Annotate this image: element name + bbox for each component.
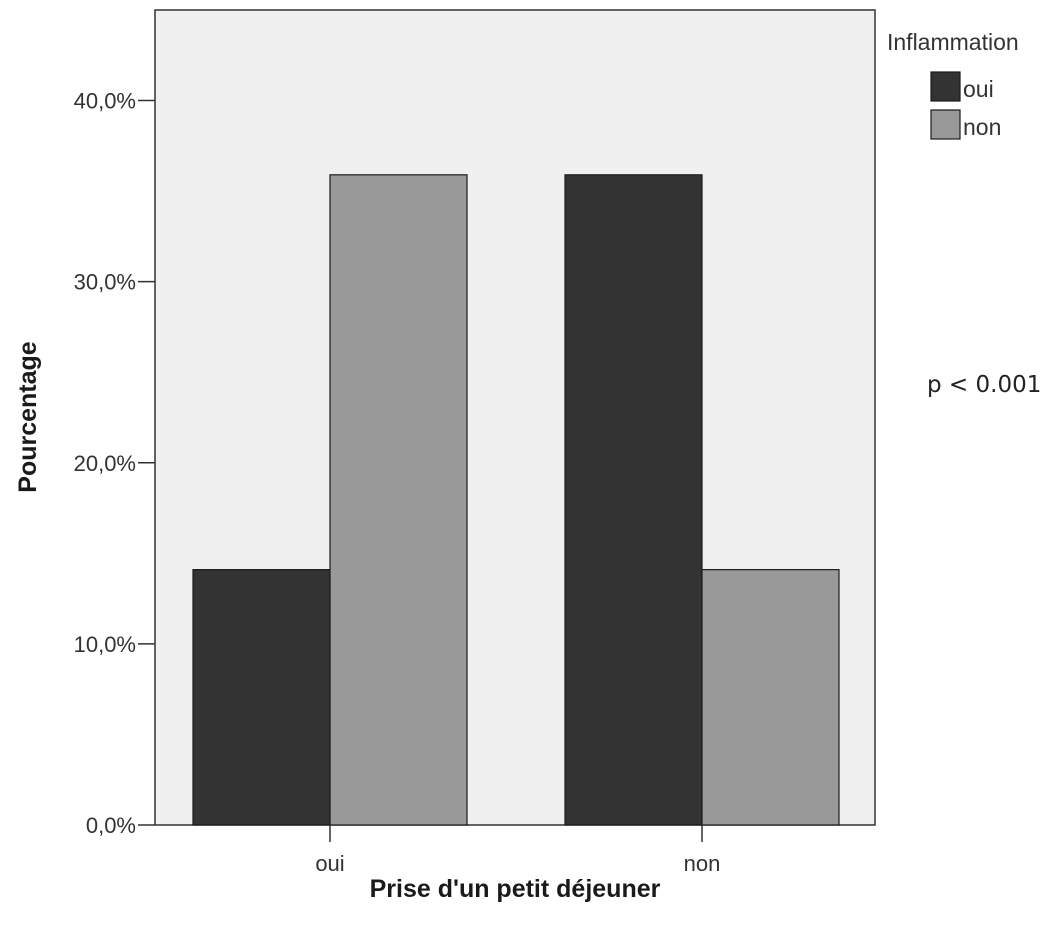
legend-swatch-oui xyxy=(930,71,961,102)
x-axis-title: Prise d'un petit déjeuner xyxy=(370,875,661,903)
y-axis-title: Pourcentage xyxy=(14,341,42,493)
legend-label-oui: oui xyxy=(963,76,994,102)
bar-non-oui xyxy=(564,174,703,826)
bars-group xyxy=(192,174,840,826)
bar-oui-non xyxy=(329,174,468,826)
y-tick-label: 20,0% xyxy=(74,451,136,476)
y-axis: 0,0% 10,0% 20,0% 30,0% 40,0% xyxy=(74,89,155,838)
bar-non-non xyxy=(701,569,840,826)
legend-swatch-non xyxy=(930,109,961,140)
legend-title: Inflammation xyxy=(887,29,1019,55)
x-tick-label: oui xyxy=(315,851,344,876)
y-tick-label: 10,0% xyxy=(74,632,136,657)
bar-oui-oui xyxy=(192,569,331,826)
legend-label-non: non xyxy=(963,114,1001,140)
y-tick-label: 40,0% xyxy=(74,89,136,114)
p-value-annotation: p < 0.001 xyxy=(927,372,1041,398)
legend: Inflammation oui non xyxy=(887,29,1019,140)
y-tick-label: 0,0% xyxy=(86,813,136,838)
y-tick-label: 30,0% xyxy=(74,270,136,295)
x-axis: oui non xyxy=(315,825,720,876)
x-tick-label: non xyxy=(684,851,721,876)
